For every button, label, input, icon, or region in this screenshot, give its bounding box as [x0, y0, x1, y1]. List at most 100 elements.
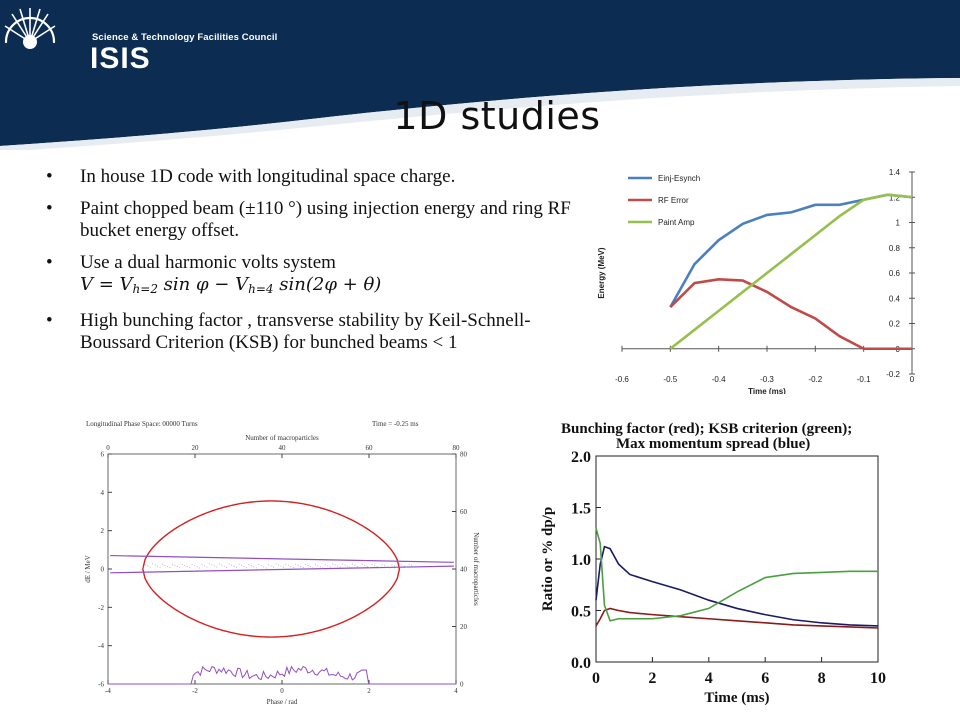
- beam-particle: [147, 565, 149, 567]
- beam-particle: [186, 566, 188, 568]
- y-tick-label: -6: [98, 681, 104, 689]
- beam-particle: [329, 566, 331, 568]
- x-axis-label: Time (ms): [748, 387, 786, 394]
- beam-particle: [203, 565, 205, 567]
- beam-particle: [176, 565, 178, 567]
- beam-particle: [411, 564, 413, 566]
- beam-particle: [240, 564, 242, 566]
- beam-particle: [280, 565, 282, 567]
- y-tick-label: 0.5: [571, 604, 591, 621]
- beam-particle: [398, 563, 400, 565]
- x-tick-label: 0: [280, 687, 284, 695]
- x-tick-label: 10: [870, 670, 886, 687]
- beam-particle: [376, 566, 378, 568]
- beam-particle: [386, 566, 388, 568]
- beam-particle: [236, 567, 238, 569]
- rf-bucket-curve: [142, 500, 401, 638]
- voltage-equation: V = Vh=2 sin φ − Vh=4 sin(2φ + θ): [80, 274, 382, 296]
- beam-particle: [403, 565, 405, 567]
- phase-histogram: [108, 665, 456, 685]
- beam-particle: [245, 567, 247, 569]
- beam-particle: [354, 564, 356, 566]
- x-tick-label: 4: [705, 670, 713, 687]
- beam-particle: [199, 567, 201, 569]
- top-tick-label: 20: [192, 444, 200, 452]
- org-short-name: ISIS: [90, 42, 151, 75]
- y-tick-label: 0.8: [889, 244, 901, 253]
- beam-particle: [381, 564, 383, 566]
- stfc-logo-icon: [4, 8, 56, 49]
- beam-particle: [285, 563, 287, 565]
- right-tick-label: 0: [460, 681, 464, 689]
- y-tick-label: 2: [101, 527, 105, 535]
- top-tick-label: 40: [279, 444, 287, 452]
- bunch-subtitle: Max momentum spread (blue): [616, 436, 810, 452]
- beam-particle: [393, 565, 395, 567]
- beam-particle: [369, 567, 371, 569]
- x-tick-label: 2: [648, 670, 656, 687]
- bullet-icon: •: [46, 166, 53, 187]
- beam-particle: [216, 566, 218, 568]
- beam-particle: [401, 564, 403, 566]
- header-wave-shape: [0, 0, 960, 150]
- beam-particle: [273, 566, 275, 568]
- y-tick-label: 4: [101, 489, 105, 497]
- beam-particle: [238, 563, 240, 565]
- right-tick-label: 80: [460, 451, 468, 459]
- beam-particle: [295, 563, 297, 565]
- beam-particle: [290, 565, 292, 567]
- beam-particle: [302, 567, 304, 569]
- beam-particle: [388, 567, 390, 569]
- beam-particle: [250, 565, 252, 567]
- bunching-factor-chart: Bunching factor (red); KSB criterion (gr…: [540, 421, 886, 706]
- bunch-title: Bunching factor (red); KSB criterion (gr…: [561, 421, 852, 437]
- beam-particle: [396, 566, 398, 568]
- bullet-item: • High bunching factor , transverse stab…: [46, 310, 586, 354]
- y-tick-label: 1: [896, 219, 901, 228]
- right-axis-label: Number of macroparticles: [472, 532, 480, 606]
- beam-particle: [159, 566, 161, 568]
- phase-title: Longitudinal Phase Space: 00000 Turns: [86, 420, 198, 428]
- beam-particle: [319, 566, 321, 568]
- beam-particle: [166, 565, 168, 567]
- beam-particle: [164, 564, 166, 566]
- bullet-item: • Use a dual harmonic volts system V = V…: [46, 252, 586, 300]
- beam-particle: [384, 565, 386, 567]
- legend-label: RF Error: [658, 196, 689, 205]
- beam-particle: [317, 565, 319, 567]
- beam-particle: [174, 564, 176, 566]
- beam-particle: [258, 564, 260, 566]
- beam-particle: [248, 564, 250, 566]
- beam-particle: [366, 566, 368, 568]
- top-tick-label: 60: [366, 444, 374, 452]
- beam-particle: [184, 565, 186, 567]
- x-tick-label: 4: [454, 687, 458, 695]
- beam-particle: [211, 564, 213, 566]
- y-tick-label: 0.0: [571, 655, 591, 672]
- y-tick-label: 0.2: [889, 320, 901, 329]
- bullet-item: • In house 1D code with longitudinal spa…: [46, 166, 586, 188]
- beam-upper-edge: [110, 554, 454, 563]
- beam-particle: [349, 566, 351, 568]
- beam-particle: [142, 567, 144, 569]
- legend-label: Einj-Esynch: [658, 174, 700, 183]
- y-axis-label: Ratio or % dp/p: [540, 507, 556, 611]
- beam-particle: [277, 564, 279, 566]
- beam-lower-edge: [110, 565, 454, 574]
- y-tick-label: 0: [101, 566, 105, 574]
- beam-particle: [270, 565, 272, 567]
- y-tick-label: 1.2: [889, 193, 901, 202]
- beam-particle: [218, 563, 220, 565]
- header-banner: Science & Technology Facilities Council …: [0, 0, 960, 150]
- energy-chart: -0.6 -0.5 -0.4 -0.3 -0.2 -0.1 0-0.200.20.40.60…: [597, 168, 915, 394]
- beam-particle: [292, 566, 294, 568]
- x-tick-label: -0.2: [808, 375, 822, 384]
- org-name: Science & Technology Facilities Council: [92, 32, 278, 43]
- beam-particle: [282, 566, 284, 568]
- beam-particle: [287, 564, 289, 566]
- bullet-text: Use a dual harmonic volts system: [80, 252, 336, 273]
- y-tick-label: 2.0: [571, 449, 591, 466]
- beam-particle: [359, 567, 361, 569]
- right-tick-label: 40: [460, 566, 468, 574]
- right-tick-label: 60: [460, 508, 468, 516]
